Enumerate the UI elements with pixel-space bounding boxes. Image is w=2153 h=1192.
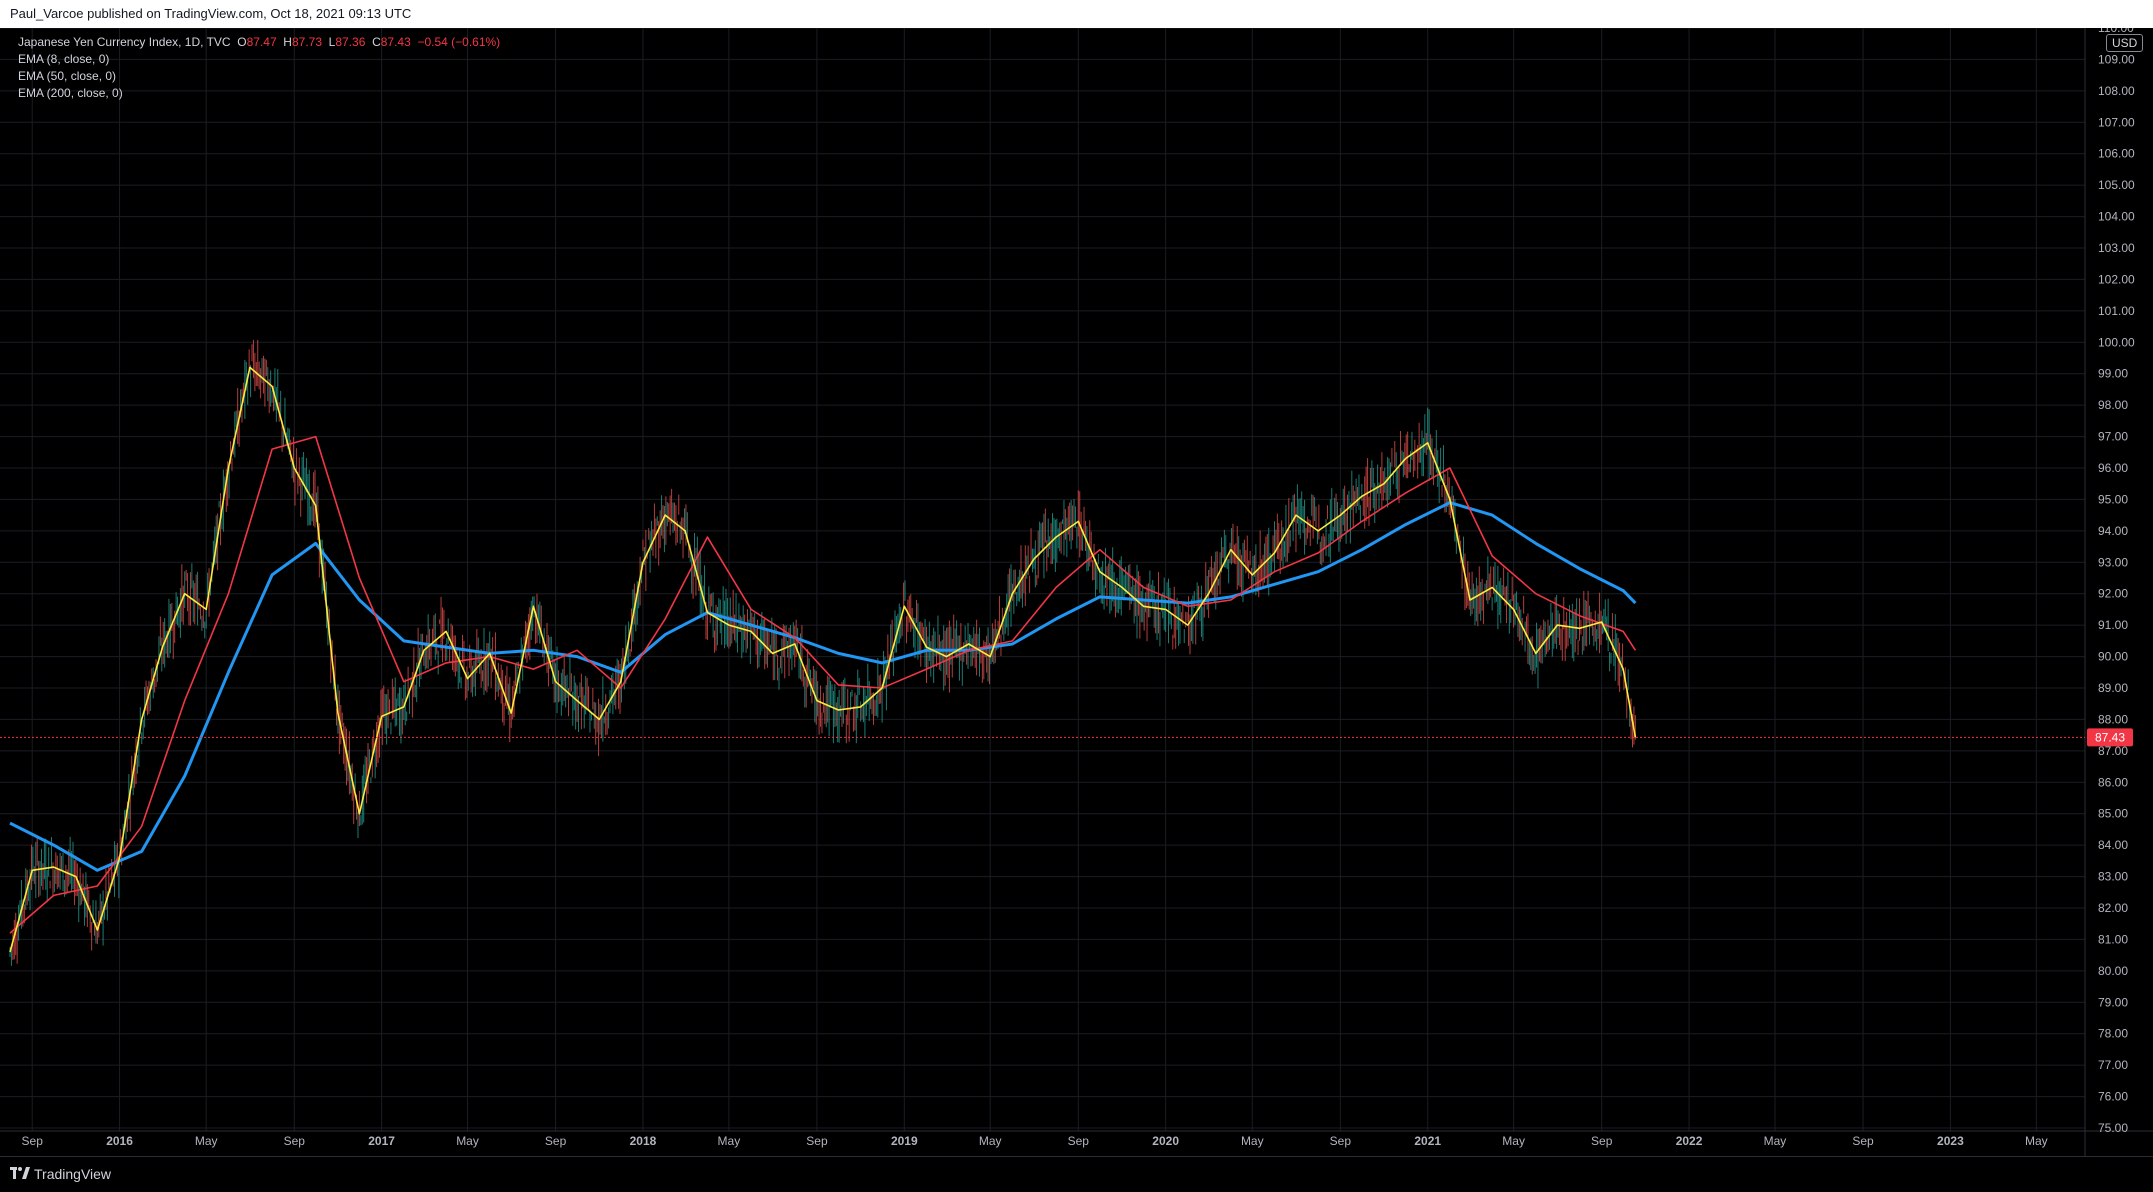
price-tick-label: 99.00 xyxy=(2098,367,2128,381)
price-tick-label: 101.00 xyxy=(2098,304,2135,318)
time-tick-label: May xyxy=(718,1134,741,1148)
price-tick-label: 88.00 xyxy=(2098,712,2128,726)
time-tick-label: Sep xyxy=(545,1134,567,1148)
time-tick-label: Sep xyxy=(1068,1134,1090,1148)
price-tick-label: 83.00 xyxy=(2098,870,2128,884)
price-tick-label: 89.00 xyxy=(2098,681,2128,695)
indicator-ema200[interactable]: EMA (200, close, 0) xyxy=(18,85,500,102)
high-value: 87.73 xyxy=(292,35,322,49)
time-tick-label: May xyxy=(1241,1134,1264,1148)
open-label: O xyxy=(237,35,246,49)
chart-legend: Japanese Yen Currency Index, 1D, TVC O87… xyxy=(18,34,500,102)
price-tick-label: 80.00 xyxy=(2098,964,2128,978)
time-tick-label: May xyxy=(1764,1134,1787,1148)
grid-lines xyxy=(0,28,2085,1131)
time-tick-label: 2023 xyxy=(1937,1134,1964,1148)
time-tick-label: May xyxy=(2025,1134,2048,1148)
low-value: 87.36 xyxy=(335,35,365,49)
currency-badge[interactable]: USD xyxy=(2106,34,2143,52)
price-tick-label: 75.00 xyxy=(2098,1121,2128,1135)
price-tick-label: 90.00 xyxy=(2098,650,2128,664)
published-header: Paul_Varcoe published on TradingView.com… xyxy=(0,0,2153,28)
price-tick-label: 95.00 xyxy=(2098,492,2128,506)
price-tick-label: 94.00 xyxy=(2098,524,2128,538)
symbol-row: Japanese Yen Currency Index, 1D, TVC O87… xyxy=(18,34,500,51)
change-value: −0.54 (−0.61%) xyxy=(417,35,500,49)
brand-name: TradingView xyxy=(34,1166,111,1182)
price-tick-label: 93.00 xyxy=(2098,555,2128,569)
price-tick-label: 91.00 xyxy=(2098,618,2128,632)
price-tick-label: 104.00 xyxy=(2098,210,2135,224)
time-tick-label: 2016 xyxy=(106,1134,133,1148)
close-label: C xyxy=(372,35,381,49)
high-label: H xyxy=(283,35,292,49)
price-tick-label: 102.00 xyxy=(2098,272,2135,286)
price-tick-label: 100.00 xyxy=(2098,335,2135,349)
time-tick-label: Sep xyxy=(1330,1134,1352,1148)
price-tick-label: 84.00 xyxy=(2098,838,2128,852)
time-tick-label: May xyxy=(979,1134,1002,1148)
published-text: Paul_Varcoe published on TradingView.com… xyxy=(0,6,411,21)
price-tick-label: 78.00 xyxy=(2098,1027,2128,1041)
tradingview-logo-icon xyxy=(10,1166,30,1182)
price-tick-label: 109.00 xyxy=(2098,52,2135,66)
price-tick-label: 97.00 xyxy=(2098,430,2128,444)
price-tick-label: 96.00 xyxy=(2098,461,2128,475)
time-tick-label: 2019 xyxy=(891,1134,918,1148)
price-tick-label: 76.00 xyxy=(2098,1090,2128,1104)
price-chart[interactable]: 75.00 76.00 77.00 78.00 79.00 80.00 81.00 82.00… xyxy=(0,28,2153,1156)
time-tick-label: May xyxy=(456,1134,479,1148)
price-tick-label: 81.00 xyxy=(2098,932,2128,946)
last-price-label: 87.43 xyxy=(2095,730,2125,744)
price-tick-label: 79.00 xyxy=(2098,995,2128,1009)
close-value: 87.43 xyxy=(381,35,411,49)
time-tick-label: Sep xyxy=(1591,1134,1613,1148)
price-tick-label: 92.00 xyxy=(2098,587,2128,601)
price-tick-label: 86.00 xyxy=(2098,775,2128,789)
price-tick-label: 85.00 xyxy=(2098,807,2128,821)
indicator-ema8[interactable]: EMA (8, close, 0) xyxy=(18,51,500,68)
time-tick-label: 2017 xyxy=(368,1134,395,1148)
price-tick-label: 77.00 xyxy=(2098,1058,2128,1072)
price-tick-label: 98.00 xyxy=(2098,398,2128,412)
price-tick-label: 108.00 xyxy=(2098,84,2135,98)
ema-line-200 xyxy=(10,503,1635,871)
time-tick-label: May xyxy=(1502,1134,1525,1148)
time-tick-label: 2020 xyxy=(1152,1134,1179,1148)
time-tick-label: May xyxy=(195,1134,218,1148)
symbol-title[interactable]: Japanese Yen Currency Index, 1D, TVC xyxy=(18,35,231,49)
time-tick-label: 2022 xyxy=(1676,1134,1703,1148)
chart-area[interactable]: 75.00 76.00 77.00 78.00 79.00 80.00 81.00 82.00… xyxy=(0,28,2153,1156)
indicator-ema50[interactable]: EMA (50, close, 0) xyxy=(18,68,500,85)
footer-bar: TradingView xyxy=(0,1156,2153,1192)
price-tick-label: 103.00 xyxy=(2098,241,2135,255)
price-tick-label: 107.00 xyxy=(2098,115,2135,129)
time-axis: Sep 2016 May Sep 2017 May Sep 2018 May Sep 2019 May… xyxy=(22,1134,2048,1148)
time-tick-label: Sep xyxy=(284,1134,306,1148)
time-tick-label: Sep xyxy=(806,1134,828,1148)
price-tick-label: 105.00 xyxy=(2098,178,2135,192)
time-tick-label: 2021 xyxy=(1414,1134,1441,1148)
tradingview-brand[interactable]: TradingView xyxy=(10,1166,111,1182)
price-tick-label: 106.00 xyxy=(2098,147,2135,161)
time-tick-label: Sep xyxy=(1852,1134,1874,1148)
open-value: 87.47 xyxy=(247,35,277,49)
price-axis: 75.00 76.00 77.00 78.00 79.00 80.00 81.00 82.00… xyxy=(2098,28,2135,1135)
last-price-marker: 87.43 xyxy=(0,728,2133,746)
time-tick-label: Sep xyxy=(22,1134,44,1148)
price-tick-label: 82.00 xyxy=(2098,901,2128,915)
ema-line-50 xyxy=(10,437,1635,933)
time-tick-label: 2018 xyxy=(630,1134,657,1148)
candle-bars xyxy=(10,340,1635,966)
